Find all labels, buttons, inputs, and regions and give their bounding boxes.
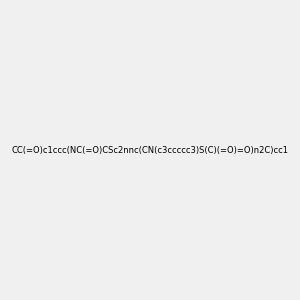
Text: CC(=O)c1ccc(NC(=O)CSc2nnc(CN(c3ccccc3)S(C)(=O)=O)n2C)cc1: CC(=O)c1ccc(NC(=O)CSc2nnc(CN(c3ccccc3)S(… xyxy=(11,146,289,154)
